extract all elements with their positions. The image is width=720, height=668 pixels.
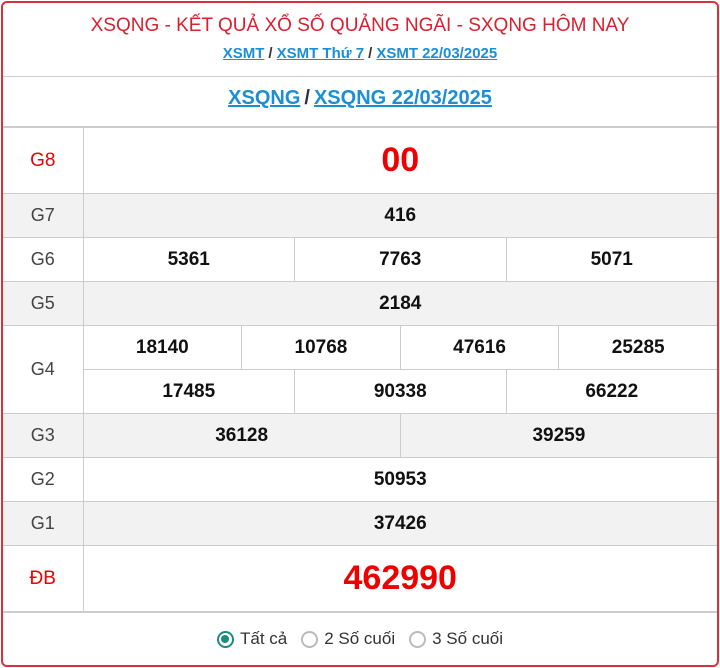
digit-filter: Tất cả 2 Số cuối 3 Số cuối — [3, 612, 717, 665]
prize-numbers: 18140 10768 47616 25285 — [82, 325, 717, 370]
breadcrumb: XSMT / XSMT Thứ 7/XSMT 22/03/2025 — [222, 45, 498, 62]
prize-numbers: 2184 — [82, 281, 717, 326]
prize-label: G1 — [3, 501, 84, 546]
prize-row: G4 18140 10768 47616 25285 — [3, 325, 717, 414]
prize-numbers: 37426 — [82, 501, 717, 546]
prize-numbers: 00 — [82, 127, 717, 194]
link-xsqng-date[interactable]: XSQNG 22/03/2025 — [313, 87, 492, 109]
prize-row: G3 36128 39259 — [3, 413, 717, 458]
prize-number: 462990 — [343, 559, 457, 597]
sub-links: XSQNG / XSQNG 22/03/2025 — [3, 77, 717, 127]
prize-number: 2184 — [379, 292, 422, 314]
prize-row: G2 50953 — [3, 457, 717, 502]
prize-label: G4 — [3, 325, 84, 414]
page-title: XSQNG - KẾT QUẢ XỔ SỐ QUẢNG NGÃI - SXQNG… — [90, 15, 630, 36]
prize-numbers: 50953 — [82, 457, 717, 502]
prize-number: 36128 — [215, 424, 269, 446]
prize-number: 50953 — [373, 468, 427, 490]
prize-number: 37426 — [373, 512, 427, 534]
prize-number: 39259 — [399, 414, 717, 457]
prize-numbers: 5361 7763 5071 — [82, 237, 718, 282]
prize-row: 17485 90338 66222 — [3, 369, 718, 414]
link-xsqng[interactable]: XSQNG — [228, 87, 301, 109]
prize-number: 25285 — [558, 326, 717, 369]
header: XSQNG - KẾT QUẢ XỔ SỐ QUẢNG NGÃI - SXQNG… — [3, 3, 717, 77]
prize-label: G5 — [3, 281, 84, 326]
prize-number: 5071 — [505, 238, 718, 281]
prize-number: 17485 — [162, 380, 216, 402]
radio-unchecked-icon[interactable] — [409, 630, 427, 648]
prize-row: G6 5361 7763 5071 — [3, 237, 718, 282]
prize-label: G6 — [3, 237, 84, 282]
filter-all[interactable]: Tất cả — [216, 629, 287, 649]
filter-3-digits[interactable]: 3 Số cuối — [409, 629, 503, 649]
prize-number: 18140 — [135, 336, 189, 358]
prize-row: G5 2184 — [3, 281, 717, 326]
prize-numbers: 416 — [82, 193, 717, 238]
breadcrumb-xsmt-thu7[interactable]: XSMT Thứ 7 — [276, 45, 365, 62]
prize-number: 90338 — [294, 370, 506, 413]
prize-number: 5361 — [167, 248, 210, 270]
breadcrumb-xsmt[interactable]: XSMT — [222, 45, 265, 62]
radio-checked-icon[interactable] — [216, 630, 234, 648]
prize-numbers: 462990 — [82, 545, 717, 612]
prize-row: G7 416 — [3, 193, 717, 238]
prize-number: 47616 — [399, 326, 559, 369]
prize-row: G8 00 — [3, 127, 717, 194]
prize-numbers: 17485 90338 66222 — [82, 369, 718, 414]
results-table: G8 00 G7 416 G6 5361 7763 5071 G5 2184 G4 18140 1076… — [3, 127, 717, 612]
prize-row: G1 37426 — [3, 501, 717, 546]
prize-label: G2 — [3, 457, 84, 502]
prize-label: ĐB — [3, 545, 84, 612]
prize-number: 00 — [381, 141, 420, 179]
prize-number: 416 — [384, 204, 417, 226]
prize-numbers: 36128 39259 — [82, 413, 717, 458]
prize-number: 10768 — [241, 326, 400, 369]
prize-number: 66222 — [505, 370, 718, 413]
prize-label: G8 — [3, 127, 84, 194]
prize-row: ĐB 462990 — [3, 545, 717, 612]
breadcrumb-xsmt-date[interactable]: XSMT 22/03/2025 — [376, 45, 498, 62]
filter-2-digits[interactable]: 2 Số cuối — [301, 629, 395, 649]
prize-label: G7 — [3, 193, 84, 238]
prize-number: 7763 — [294, 238, 506, 281]
prize-label: G3 — [3, 413, 84, 458]
radio-unchecked-icon[interactable] — [301, 630, 319, 648]
